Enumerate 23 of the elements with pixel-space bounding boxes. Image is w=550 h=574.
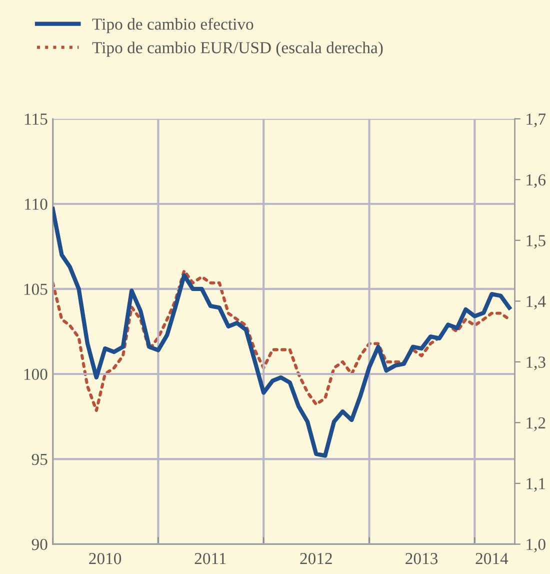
y2-tick-label: 1,4 <box>526 296 546 310</box>
y2-tick-label: 1,2 <box>526 417 546 431</box>
line-series <box>52 206 512 458</box>
y-tick-label: 95 <box>32 454 48 466</box>
y2-tick-label: 1,1 <box>526 478 546 492</box>
y2-tick-label: 1,5 <box>526 235 546 249</box>
y-tick-label: 100 <box>24 368 48 380</box>
y2-tick-label: 1,7 <box>526 114 546 128</box>
y-tick-label: 105 <box>24 284 48 295</box>
y2-tick-label: 1,0 <box>526 538 546 552</box>
y-tick-label: 110 <box>25 198 48 210</box>
y2-tick-label: 1,3 <box>526 356 546 370</box>
x-tick-label: 2013 <box>406 552 438 564</box>
legend-label: Tipo de cambio EUR/USD (escala derecha) <box>92 42 383 57</box>
y-tick-label: 90 <box>32 538 48 550</box>
y-tick-label: 115 <box>25 114 48 125</box>
x-tick-label: 2011 <box>194 552 226 564</box>
x-tick-label: 2014 <box>476 552 508 564</box>
x-tick-label: 2012 <box>300 552 332 564</box>
line-series <box>52 269 511 412</box>
y2-tick-label: 1,6 <box>526 174 546 188</box>
legend-label: Tipo de cambio efectivo <box>92 18 254 34</box>
x-tick-label: 2010 <box>89 552 122 564</box>
